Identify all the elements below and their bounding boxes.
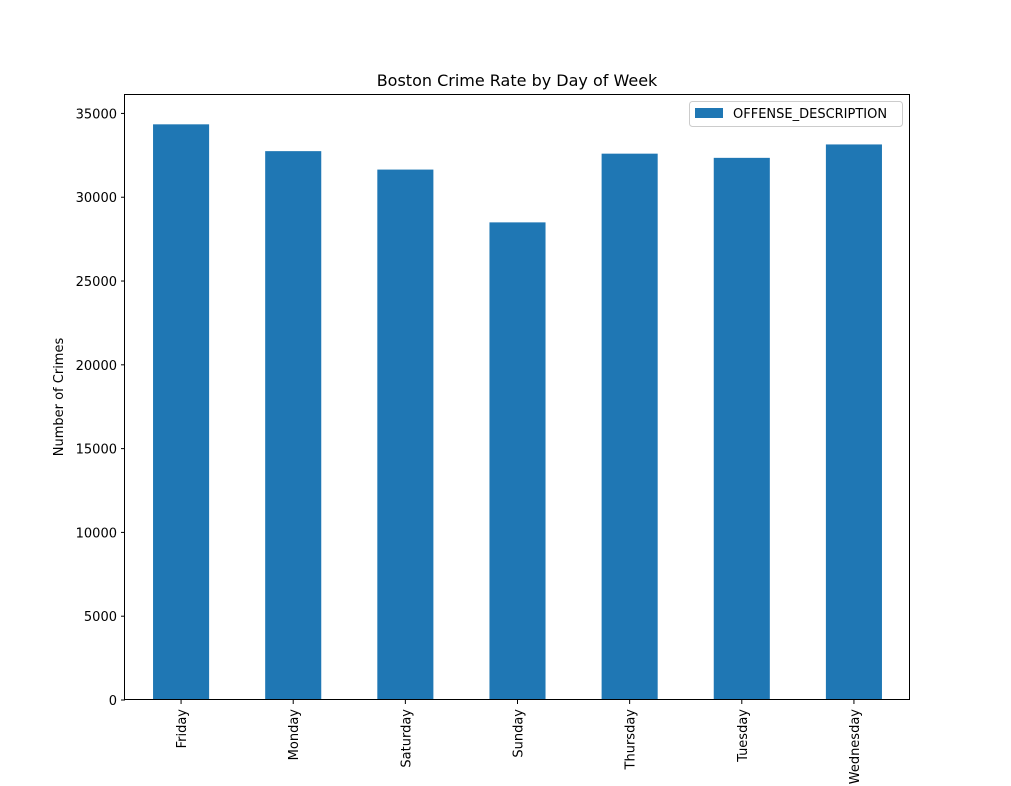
bar-sunday — [489, 222, 546, 700]
y-tick-label: 0 — [109, 694, 117, 709]
x-axis-ticks: Friday Monday Saturday Sunday Thursday Tuesda… — [175, 700, 863, 784]
bar-wednesday — [825, 144, 882, 700]
x-tick-label-saturday: Saturday — [399, 709, 414, 768]
y-tick-label: 25000 — [76, 275, 117, 290]
bar-friday — [153, 124, 210, 700]
y-tick-label: 5000 — [84, 610, 117, 625]
y-axis-label: Number of Crimes — [52, 338, 67, 457]
x-tick-label-sunday: Sunday — [512, 709, 527, 758]
x-tick-label-wednesday: Wednesday — [848, 709, 863, 785]
legend: OFFENSE_DESCRIPTION — [689, 101, 903, 127]
bar-monday — [265, 151, 322, 700]
y-tick-label: 30000 — [76, 191, 117, 206]
x-tick-label-friday: Friday — [175, 709, 190, 749]
bar-tuesday — [713, 157, 770, 701]
plot-frame — [124, 94, 910, 700]
bar-thursday — [601, 153, 658, 700]
legend-box — [689, 101, 903, 127]
bar-saturday — [377, 169, 434, 700]
bars-group — [153, 124, 882, 701]
x-tick-label-tuesday: Tuesday — [736, 709, 751, 763]
y-axis-ticks: 0 5000 10000 15000 20000 25000 30000 35000 — [76, 107, 125, 709]
legend-swatch — [695, 108, 723, 118]
x-tick-label-thursday: Thursday — [624, 709, 639, 771]
y-tick-label: 20000 — [76, 359, 117, 374]
chart-title: Boston Crime Rate by Day of Week — [377, 71, 658, 90]
y-tick-label: 15000 — [76, 443, 117, 458]
x-tick-label-monday: Monday — [287, 709, 302, 761]
legend-label: OFFENSE_DESCRIPTION — [733, 107, 887, 122]
y-tick-label: 10000 — [76, 526, 117, 541]
y-tick-label: 35000 — [76, 107, 117, 122]
